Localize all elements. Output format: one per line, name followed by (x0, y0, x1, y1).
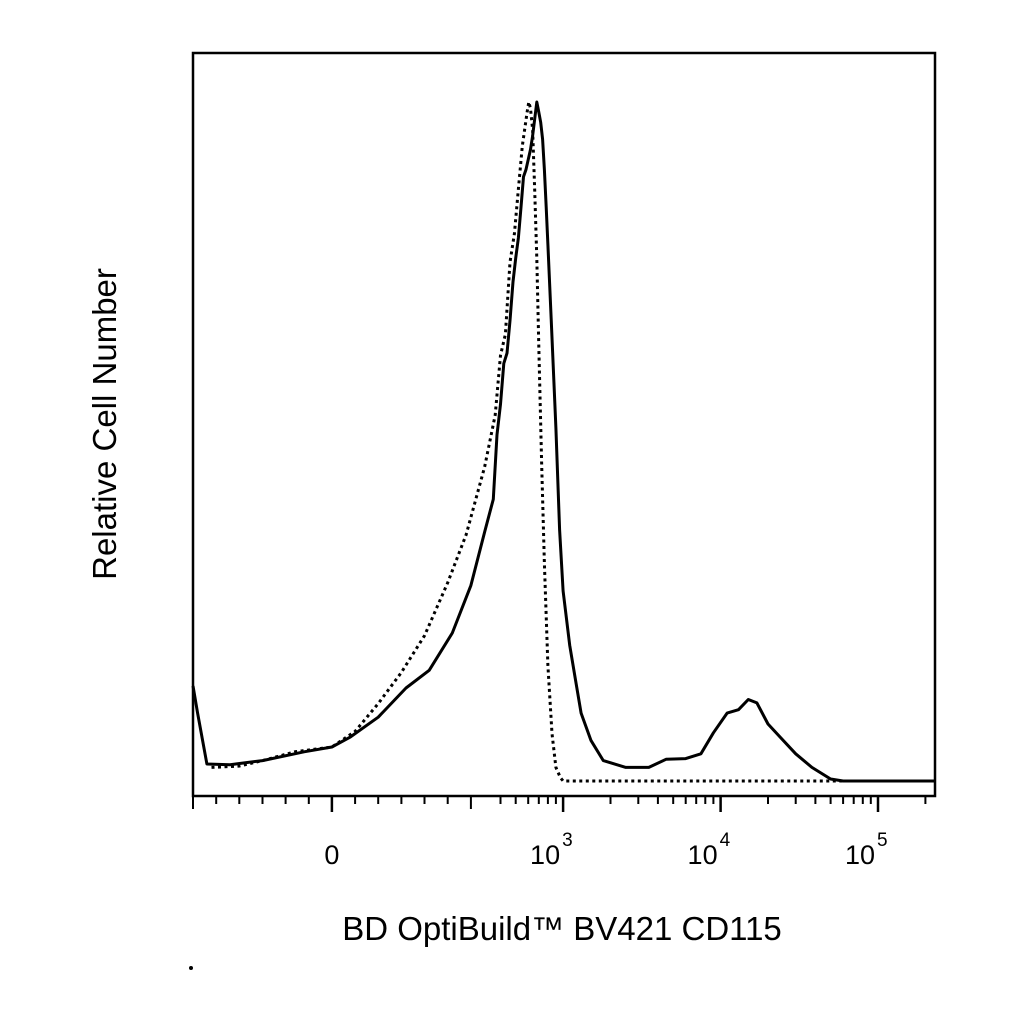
x-major-ticks (330, 796, 880, 812)
x-tick-labels: 0 10 3 10 4 10 5 (324, 830, 887, 870)
series-layer (191, 100, 935, 783)
x-tick-label: 0 (324, 840, 339, 870)
y-axis-title: Relative Cell Number (86, 268, 123, 580)
x-tick-label: 10 (688, 840, 718, 870)
x-tick-label-exponent: 3 (562, 830, 573, 851)
x-tick-label-exponent: 5 (877, 830, 888, 851)
series-line-solid (191, 100, 935, 783)
x-minor-ticks (192, 796, 927, 809)
plot-frame (191, 51, 937, 798)
x-tick-label: 10 (530, 840, 560, 870)
x-tick-label-exponent: 4 (720, 830, 731, 851)
x-axis-title: BD OptiBuild™ BV421 CD115 (342, 910, 782, 947)
x-tick-label: 10 (845, 840, 875, 870)
series-line-dotted (211, 100, 935, 783)
stray-dot (189, 966, 193, 970)
